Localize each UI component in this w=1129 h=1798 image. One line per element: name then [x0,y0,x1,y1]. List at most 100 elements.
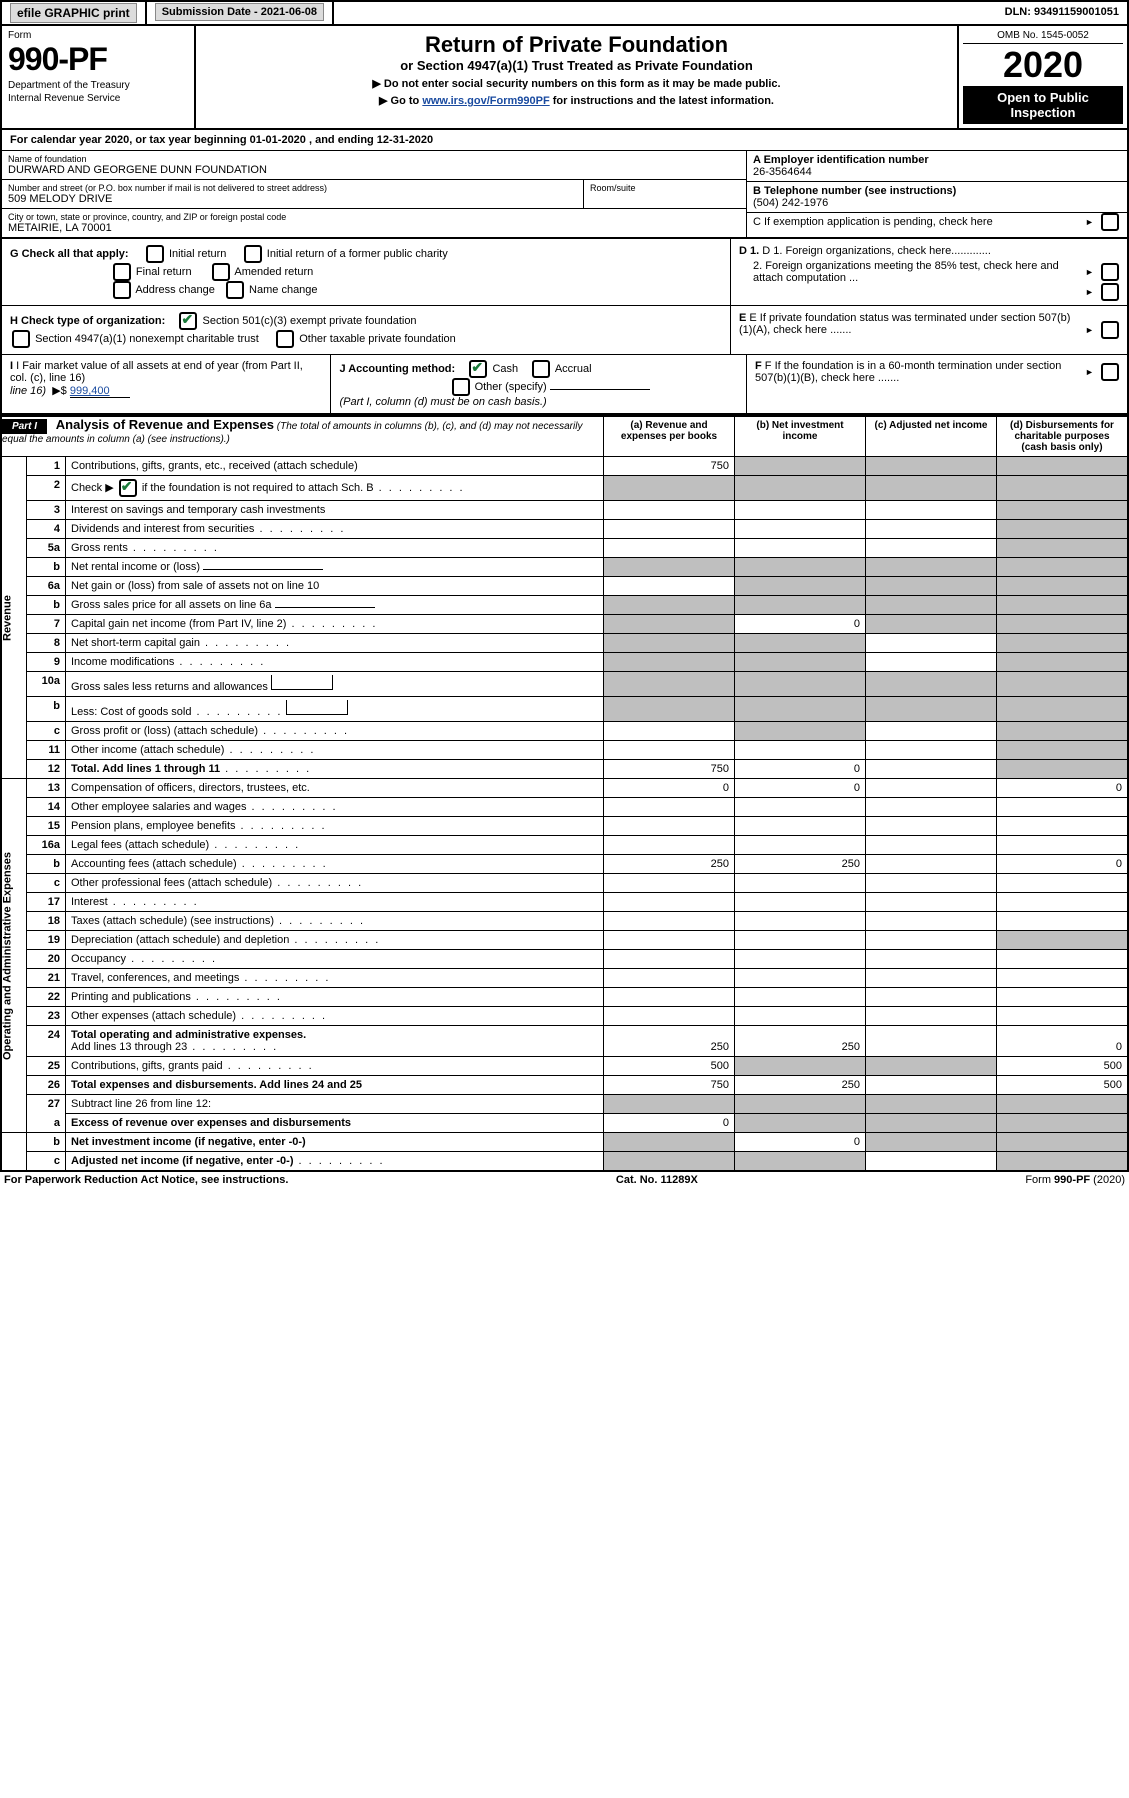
arrow-icon [1085,266,1096,278]
g-initial-former[interactable] [244,245,262,263]
j-other[interactable] [452,378,470,396]
f-section: F F If the foundation is in a 60-month t… [747,355,1127,413]
l18-label: Taxes (attach schedule) (see instruction… [66,912,604,931]
submission-date: Submission Date - 2021-06-08 [155,3,324,21]
l2-checkbox[interactable] [119,479,137,497]
g-address-change[interactable] [113,281,131,299]
h-4947[interactable] [12,330,30,348]
l27b-b: 0 [735,1133,866,1152]
e-checkbox[interactable] [1101,321,1119,339]
i-section: I I Fair market value of all assets at e… [2,355,331,413]
l19-label: Depreciation (attach schedule) and deple… [66,931,604,950]
footer-right: Form 990-PF (2020) [1025,1174,1125,1186]
header-right: OMB No. 1545-0052 2020 Open to Public In… [959,26,1127,128]
g-o2: Initial return of a former public charit… [267,248,448,260]
col-d-header: (d) Disbursements for charitable purpose… [997,416,1129,457]
info-right: A Employer identification number 26-3564… [746,151,1127,237]
d2-checkbox[interactable] [1101,283,1119,301]
phone-value: (504) 242-1976 [753,197,1121,209]
g-o4: Amended return [234,266,313,278]
l16b-label: Accounting fees (attach schedule) [66,855,604,874]
top-bar: efile GRAPHIC print Submission Date - 20… [0,0,1129,26]
d1-checkbox[interactable] [1101,263,1119,281]
l14-label: Other employee salaries and wages [66,798,604,817]
l13-a: 0 [604,779,735,798]
note2-pre: ▶ Go to [379,95,422,107]
revenue-label: Revenue [1,457,27,779]
col-c-header: (c) Adjusted net income [866,416,997,457]
f-checkbox[interactable] [1101,363,1119,381]
l6b-label: Gross sales price for all assets on line… [66,596,604,615]
foundation-name-cell: Name of foundation DURWARD AND GEORGENE … [2,151,746,180]
calendar-year: For calendar year 2020, or tax year begi… [0,130,1129,151]
f-cell: F F If the foundation is in a 60-month t… [747,355,1127,389]
col-a-header: (a) Revenue and expenses per books [604,416,735,457]
j-label: J Accounting method: [339,363,455,375]
form-title: Return of Private Foundation [206,32,947,58]
efile-cell: efile GRAPHIC print [2,2,147,24]
ijf-row: I I Fair market value of all assets at e… [0,355,1129,415]
ln-1: 1 [27,457,66,476]
c-checkbox[interactable] [1101,213,1119,231]
d-section: D 1. D 1. Foreign organizations, check h… [731,239,1127,305]
l25-d: 500 [997,1057,1129,1076]
l23-label: Other expenses (attach schedule) [66,1007,604,1026]
city-cell: City or town, state or province, country… [2,209,746,237]
room-cell: Room/suite [584,180,746,208]
spacer [334,2,997,24]
address-cell: Number and street (or P.O. box number if… [2,180,584,208]
l25-label: Contributions, gifts, grants paid [66,1057,604,1076]
foundation-name: DURWARD AND GEORGENE DUNN FOUNDATION [8,164,740,176]
l26-d: 500 [997,1076,1129,1095]
l27a-label: Excess of revenue over expenses and disb… [66,1114,604,1133]
header-center: Return of Private Foundation or Section … [196,26,959,128]
l16b-a: 250 [604,855,735,874]
l10a-label: Gross sales less returns and allowances [66,672,604,697]
tax-year: 2020 [963,44,1123,86]
j-accrual[interactable] [532,360,550,378]
j-cash[interactable] [469,360,487,378]
l24-d: 0 [997,1026,1129,1057]
expenses-label: Operating and Administrative Expenses [1,779,27,1133]
open-inspection: Open to Public Inspection [963,86,1123,124]
l20-label: Occupancy [66,950,604,969]
j-o3: Other (specify) [475,381,547,393]
address: 509 MELODY DRIVE [8,193,577,205]
dept-irs: Internal Revenue Service [8,93,188,104]
h-e-row: H Check type of organization: Section 50… [0,306,1129,355]
h-other-taxable[interactable] [276,330,294,348]
g-initial-return[interactable] [146,245,164,263]
g-o1: Initial return [169,248,226,260]
irs-link[interactable]: www.irs.gov/Form990PF [422,95,549,107]
g-final-return[interactable] [113,263,131,281]
col-b-header: (b) Net investment income [735,416,866,457]
part1-table: Part I Analysis of Revenue and Expenses … [0,415,1129,1172]
footer-left: For Paperwork Reduction Act Notice, see … [4,1174,288,1186]
ij-section: I I Fair market value of all assets at e… [2,355,747,413]
ein-cell: A Employer identification number 26-3564… [747,151,1127,182]
l2-label: Check ▶ if the foundation is not require… [66,476,604,501]
d2-text: 2. Foreign organizations meeting the 85%… [739,260,1119,284]
j-other-field[interactable] [550,389,650,390]
g-amended[interactable] [212,263,230,281]
l3-label: Interest on savings and temporary cash i… [66,501,604,520]
efile-print-button[interactable]: efile GRAPHIC print [10,3,137,23]
city: METAIRIE, LA 70001 [8,222,740,234]
g-name-change[interactable] [226,281,244,299]
i-value[interactable]: 999,400 [70,385,130,398]
c-label: C If exemption application is pending, c… [753,216,993,228]
form-subtitle: or Section 4947(a)(1) Trust Treated as P… [206,58,947,73]
note-link: ▶ Go to www.irs.gov/Form990PF for instru… [206,94,947,107]
g-d-row: G Check all that apply: Initial return I… [0,239,1129,306]
l1-d [997,457,1129,476]
l24-label: Total operating and administrative expen… [66,1026,604,1057]
ein-label: A Employer identification number [753,154,1121,166]
l9-label: Income modifications [66,653,604,672]
g-label: G Check all that apply: [10,248,129,260]
footer-mid: Cat. No. 11289X [616,1174,698,1186]
h-501c3[interactable] [179,312,197,330]
note-ssn: ▶ Do not enter social security numbers o… [206,77,947,90]
h-label: H Check type of organization: [10,315,165,327]
l21-label: Travel, conferences, and meetings [66,969,604,988]
l1-c [866,457,997,476]
